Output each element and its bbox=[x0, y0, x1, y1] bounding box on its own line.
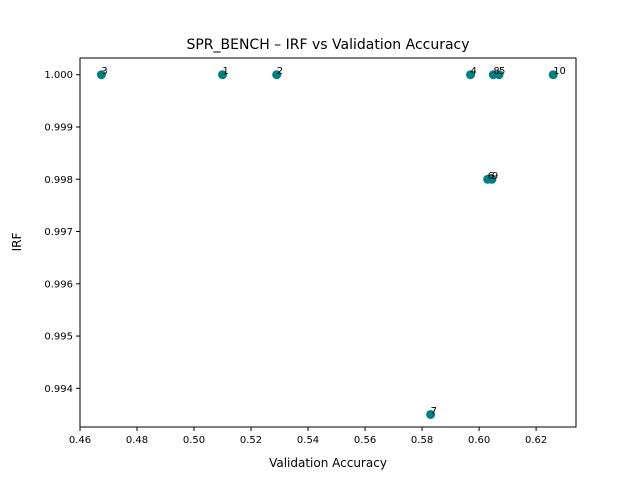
y-axis-label: IRF bbox=[10, 233, 24, 252]
point-label: 9 bbox=[492, 171, 498, 182]
scatter-point bbox=[96, 70, 106, 80]
x-tick-label: 0.50 bbox=[183, 435, 205, 446]
x-tick-label: 0.54 bbox=[297, 435, 319, 446]
scatter-point bbox=[487, 174, 497, 184]
scatter-point bbox=[272, 70, 282, 80]
point-label: 10 bbox=[553, 66, 566, 77]
y-tick-label: 0.994 bbox=[44, 384, 73, 395]
point-label: 2 bbox=[277, 66, 283, 77]
point-label: 8 bbox=[493, 66, 499, 77]
y-tick-label: 0.997 bbox=[44, 227, 73, 238]
point-label: 3 bbox=[101, 66, 107, 77]
scatter-point bbox=[548, 70, 558, 80]
plot-frame bbox=[79, 57, 577, 428]
point-label: 6 bbox=[488, 171, 494, 182]
x-tick-label: 0.52 bbox=[240, 435, 262, 446]
y-tick-label: 0.999 bbox=[44, 122, 73, 133]
y-tick-label: 0.995 bbox=[44, 332, 73, 343]
y-tick-label: 1.000 bbox=[44, 70, 73, 81]
point-label: 7 bbox=[431, 406, 437, 417]
point-label: 1 bbox=[223, 66, 229, 77]
x-axis-label: Validation Accuracy bbox=[269, 456, 387, 470]
scatter-point bbox=[218, 70, 228, 80]
y-tick-label: 0.998 bbox=[44, 175, 73, 186]
scatter-point bbox=[426, 409, 436, 419]
x-tick-label: 0.46 bbox=[69, 435, 91, 446]
points-layer: 1 2 3 4 5 6 7 8 9 10 bbox=[96, 66, 566, 419]
x-tick-label: 0.62 bbox=[525, 435, 547, 446]
chart-title: SPR_BENCH – IRF vs Validation Accuracy bbox=[186, 37, 469, 53]
y-tick-label: 0.996 bbox=[44, 279, 73, 290]
x-tick-label: 0.60 bbox=[468, 435, 490, 446]
ticks-layer: 0.46 0.48 0.50 0.52 0.54 0.56 0.58 0.60 0.62 0.99… bbox=[44, 70, 547, 446]
point-label: 4 bbox=[471, 66, 477, 77]
x-tick-label: 0.56 bbox=[354, 435, 376, 446]
point-label: 5 bbox=[499, 66, 505, 77]
scatter-point bbox=[466, 70, 476, 80]
x-tick-label: 0.58 bbox=[411, 435, 433, 446]
scatter-point bbox=[488, 70, 498, 80]
x-tick-label: 0.48 bbox=[126, 435, 148, 446]
